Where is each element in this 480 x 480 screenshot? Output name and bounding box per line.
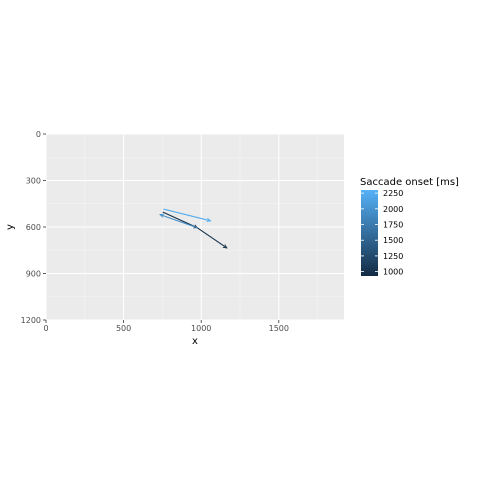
y-axis: 0 300 600 900 1200 [21, 130, 46, 325]
saccade-segment [196, 227, 228, 249]
x-tick-label: 1000 [191, 324, 211, 333]
saccade-arrowhead [206, 217, 212, 223]
saccade-arrowhead [222, 244, 228, 249]
legend-break-label: 1250 [383, 252, 403, 261]
legend: Saccade onset [ms] 2250 2000 1750 1500 1250 1… [360, 177, 459, 277]
x-axis-title: x [192, 336, 198, 347]
y-tick-label: 0 [36, 130, 41, 139]
y-tick-label: 300 [26, 177, 41, 186]
x-tick-label: 1500 [269, 324, 289, 333]
legend-break-label: 1500 [383, 236, 403, 245]
saccade-segments [159, 208, 228, 249]
y-tick-label: 1200 [21, 316, 41, 325]
legend-break-label: 2000 [383, 205, 403, 214]
legend-break-label: 1750 [383, 221, 403, 230]
legend-break-label: 2250 [383, 189, 403, 198]
x-tick-label: 500 [116, 324, 131, 333]
y-tick-label: 900 [26, 270, 41, 279]
colorbar [361, 190, 378, 276]
y-tick-label: 600 [26, 223, 41, 232]
saccade-segment [159, 214, 198, 229]
x-axis: 0 500 1000 1500 [43, 320, 289, 333]
saccade-segment [163, 208, 212, 222]
legend-break-label: 1000 [383, 268, 403, 277]
y-axis-title: y [5, 224, 16, 230]
legend-title: Saccade onset [ms] [360, 177, 459, 188]
x-tick-label: 0 [43, 324, 48, 333]
legend-breaks: 2250 2000 1750 1500 1250 1000 [361, 189, 403, 277]
saccade-arrowhead [159, 213, 165, 218]
